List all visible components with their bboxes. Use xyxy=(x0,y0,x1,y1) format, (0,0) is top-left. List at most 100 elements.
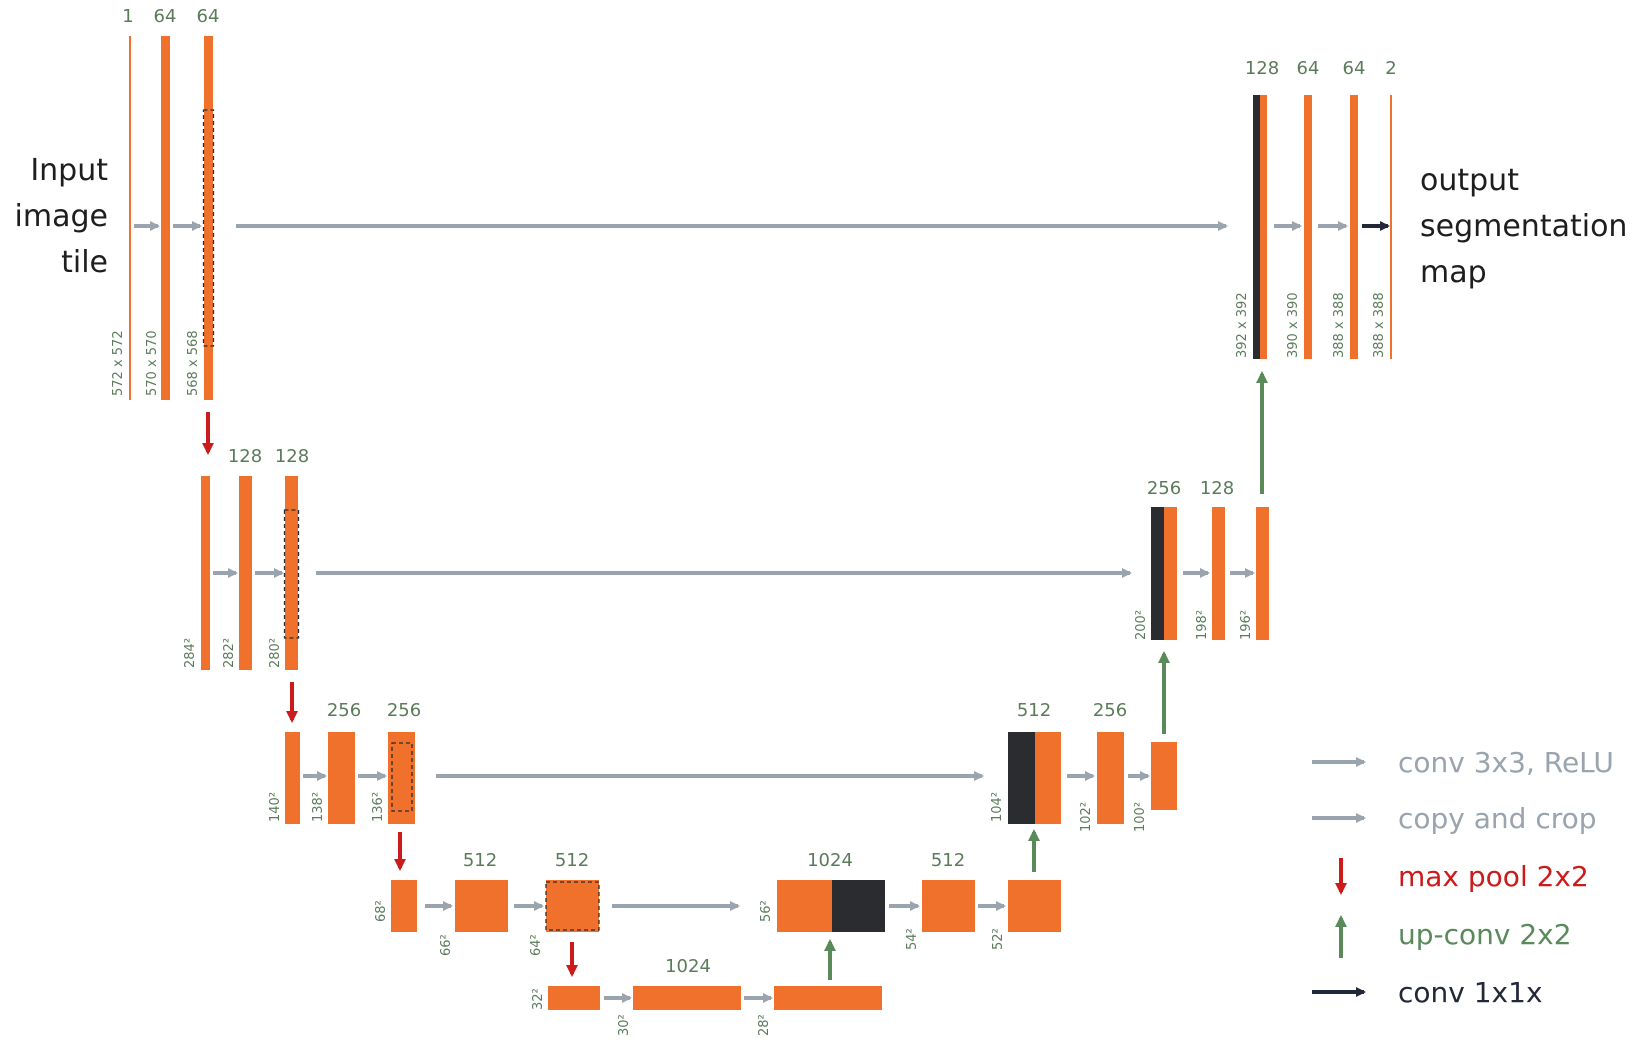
feature-map-dec3-copied xyxy=(1008,732,1035,824)
size-label: 52² xyxy=(991,928,1006,950)
feature-map-dec2-a xyxy=(1212,507,1225,640)
feature-map-enc2-b xyxy=(285,476,298,670)
feature-map-enc3-a xyxy=(328,732,355,824)
input-label: Input xyxy=(30,153,108,188)
channel-label: 256 xyxy=(1147,478,1181,499)
channel-label: 64 xyxy=(197,6,220,27)
size-label: 102² xyxy=(1079,802,1094,832)
channel-label: 1 xyxy=(122,6,133,27)
input-label: image xyxy=(15,199,108,234)
feature-map-dec4-b xyxy=(1008,880,1061,932)
feature-map-dec2-up xyxy=(1164,507,1177,640)
size-label: 140² xyxy=(268,792,283,822)
size-label: 390 x 390 xyxy=(1286,292,1301,358)
size-label: 570 x 570 xyxy=(145,330,160,396)
feature-map-input xyxy=(129,36,131,400)
feature-map-enc1-b xyxy=(204,36,213,400)
legend-label: max pool 2x2 xyxy=(1398,860,1589,893)
channel-label: 128 xyxy=(275,446,309,467)
legend-label: conv 1x1x xyxy=(1398,976,1543,1009)
feature-map-enc4-pool xyxy=(391,880,417,932)
feature-map-dec3-b xyxy=(1151,742,1177,810)
size-label: 32² xyxy=(531,988,546,1010)
size-label: 136² xyxy=(371,792,386,822)
feature-map-bottleneck-a xyxy=(633,986,741,1010)
channel-label: 64 xyxy=(1297,58,1320,79)
size-label: 392 x 392 xyxy=(1235,292,1250,358)
input-label: tile xyxy=(61,245,108,280)
size-label: 196² xyxy=(1239,610,1254,640)
size-label: 54² xyxy=(905,928,920,950)
output-label: segmentation xyxy=(1420,209,1627,244)
channel-label: 64 xyxy=(1343,58,1366,79)
size-label: 568 x 568 xyxy=(186,330,201,396)
channel-label: 128 xyxy=(1245,58,1279,79)
channel-label: 512 xyxy=(463,850,497,871)
size-label: 388 x 388 xyxy=(1332,292,1347,358)
channel-label: 1024 xyxy=(807,850,853,871)
feature-map-enc4-b xyxy=(546,880,599,932)
size-label: 284² xyxy=(183,638,198,668)
legend-label: copy and crop xyxy=(1398,802,1597,835)
output-label: map xyxy=(1420,255,1487,290)
channel-label: 512 xyxy=(931,850,965,871)
feature-map-dec4-up xyxy=(777,880,832,932)
channel-label: 256 xyxy=(327,700,361,721)
channel-label: 128 xyxy=(1200,478,1234,499)
size-label: 572 x 572 xyxy=(111,330,126,396)
crop-region-enc2 xyxy=(283,509,300,639)
feature-map-dec1-up xyxy=(1260,95,1267,359)
size-label: 30² xyxy=(617,1014,632,1036)
feature-map-bottleneck-b xyxy=(774,986,882,1010)
channel-label: 512 xyxy=(555,850,589,871)
feature-map-dec3-up xyxy=(1035,732,1061,824)
legend-label: conv 3x3, ReLU xyxy=(1398,746,1614,779)
encoder-level-2: 128 128 284² 282² 280² xyxy=(183,446,1132,723)
size-label: 104² xyxy=(990,792,1005,822)
decoder-level-4: 1024 512 56² 54² 52² xyxy=(759,829,1061,950)
size-label: 66² xyxy=(439,934,454,956)
feature-map-dec3-a xyxy=(1097,732,1124,824)
feature-map-dec4-a xyxy=(922,880,975,932)
encoder-level-1: 1 64 64 572 x 572 570 x 570 568 x 568 In… xyxy=(15,6,1228,455)
decoder-level-2: 256 128 200² 198² 196² xyxy=(1134,371,1269,640)
size-label: 56² xyxy=(759,900,774,922)
channel-label: 256 xyxy=(1093,700,1127,721)
legend-label: up-conv 2x2 xyxy=(1398,918,1572,951)
channel-label: 256 xyxy=(387,700,421,721)
size-label: 68² xyxy=(374,900,389,922)
crop-region-enc3 xyxy=(391,742,413,812)
output-label: output xyxy=(1420,163,1519,198)
feature-map-output xyxy=(1390,95,1392,359)
feature-map-dec2-copied xyxy=(1151,507,1164,640)
feature-map-enc1-a xyxy=(161,36,170,400)
encoder-level-4: 512 512 68² 66² 64² xyxy=(374,850,740,977)
crop-region-enc4 xyxy=(545,881,600,931)
legend: conv 3x3, ReLU copy and crop max pool 2x… xyxy=(1312,746,1614,1009)
crop-region-enc1 xyxy=(202,109,215,347)
decoder-level-3: 512 256 104² 102² 100² xyxy=(990,651,1177,832)
feature-map-enc4-a xyxy=(455,880,508,932)
feature-map-bottleneck-pool xyxy=(548,986,600,1010)
bottleneck-level: 1024 32² 30² 28² xyxy=(531,939,882,1036)
channel-label: 2 xyxy=(1385,58,1396,79)
channel-label: 64 xyxy=(154,6,177,27)
size-label: 282² xyxy=(222,638,237,668)
encoder-level-3: 256 256 140² 138² 136² xyxy=(268,700,984,871)
size-label: 200² xyxy=(1134,610,1149,640)
size-label: 280² xyxy=(268,638,283,668)
size-label: 198² xyxy=(1195,610,1210,640)
size-label: 100² xyxy=(1133,802,1148,832)
size-label: 388 x 388 xyxy=(1372,292,1387,358)
size-label: 64² xyxy=(529,934,544,956)
feature-map-dec1-b xyxy=(1350,95,1358,359)
feature-map-enc2-pool xyxy=(201,476,210,670)
channel-label: 512 xyxy=(1017,700,1051,721)
size-label: 138² xyxy=(311,792,326,822)
feature-map-enc3-pool xyxy=(285,732,300,824)
feature-map-dec1-copied xyxy=(1253,95,1260,359)
channel-label: 1024 xyxy=(665,956,711,977)
feature-map-dec2-b xyxy=(1256,507,1269,640)
size-label: 28² xyxy=(757,1014,772,1036)
